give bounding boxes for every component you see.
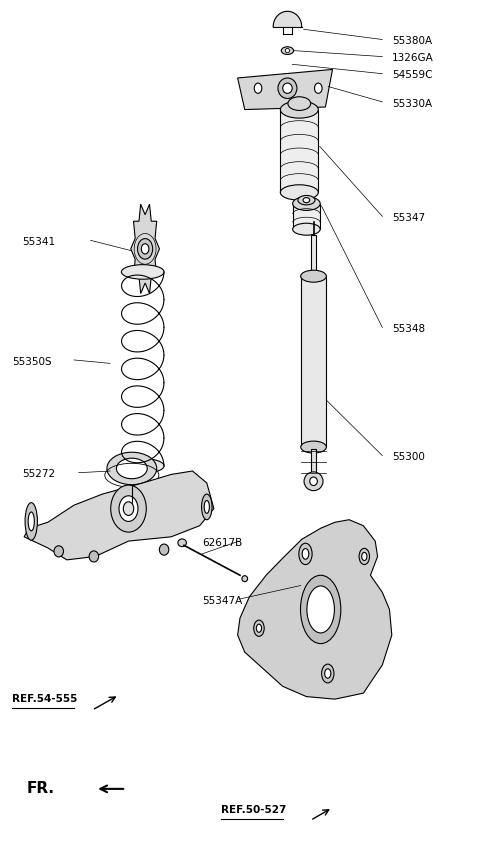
Ellipse shape [301, 441, 326, 453]
Ellipse shape [254, 83, 262, 94]
Ellipse shape [293, 224, 320, 235]
Text: 55350S: 55350S [12, 357, 52, 366]
Text: 55330A: 55330A [392, 99, 432, 108]
Ellipse shape [89, 551, 98, 562]
Ellipse shape [280, 101, 318, 118]
Ellipse shape [137, 238, 153, 259]
Bar [311, 449, 316, 473]
Ellipse shape [288, 97, 311, 110]
Ellipse shape [107, 452, 157, 485]
Ellipse shape [121, 265, 164, 280]
Ellipse shape [362, 552, 367, 561]
Text: 1326GA: 1326GA [392, 53, 433, 64]
Text: REF.54-555: REF.54-555 [12, 694, 78, 704]
Bar [301, 276, 326, 447]
Ellipse shape [304, 472, 323, 491]
Ellipse shape [324, 669, 331, 679]
Ellipse shape [111, 485, 146, 532]
Text: 54559C: 54559C [392, 71, 432, 80]
Text: REF.50-527: REF.50-527 [221, 805, 287, 815]
Ellipse shape [204, 501, 209, 513]
Ellipse shape [54, 546, 63, 557]
Ellipse shape [302, 549, 309, 559]
Ellipse shape [300, 575, 341, 643]
Ellipse shape [254, 620, 264, 636]
Ellipse shape [202, 494, 212, 519]
Bar [293, 204, 320, 230]
Bar [280, 109, 318, 193]
Text: FR.: FR. [26, 782, 55, 796]
Ellipse shape [314, 83, 322, 94]
Ellipse shape [242, 575, 248, 581]
Text: 55380A: 55380A [392, 36, 432, 46]
Ellipse shape [280, 185, 318, 200]
Ellipse shape [278, 78, 297, 99]
Ellipse shape [303, 198, 310, 203]
Polygon shape [24, 471, 214, 560]
Bar [311, 235, 316, 276]
Text: 62617B: 62617B [202, 538, 242, 548]
Ellipse shape [283, 83, 292, 94]
Ellipse shape [281, 46, 294, 54]
Ellipse shape [126, 497, 137, 505]
Ellipse shape [25, 502, 37, 540]
Ellipse shape [359, 549, 370, 564]
Ellipse shape [119, 496, 138, 521]
Polygon shape [238, 70, 333, 109]
Ellipse shape [121, 458, 164, 473]
Text: 55347A: 55347A [202, 596, 242, 606]
Ellipse shape [298, 195, 315, 205]
Text: 55272: 55272 [22, 470, 55, 479]
Polygon shape [273, 11, 301, 27]
Ellipse shape [28, 512, 35, 531]
Ellipse shape [256, 624, 262, 632]
Ellipse shape [310, 477, 317, 486]
Text: 55341: 55341 [22, 237, 55, 247]
Ellipse shape [117, 458, 147, 479]
Ellipse shape [293, 197, 320, 211]
Text: 55347: 55347 [392, 213, 425, 223]
Ellipse shape [178, 539, 186, 547]
Text: 55300: 55300 [392, 452, 425, 463]
Ellipse shape [299, 544, 312, 564]
Ellipse shape [285, 48, 289, 52]
Ellipse shape [123, 501, 134, 515]
Text: 55348: 55348 [392, 324, 425, 335]
Ellipse shape [301, 270, 326, 282]
Ellipse shape [141, 243, 149, 254]
Polygon shape [131, 204, 159, 293]
Ellipse shape [159, 544, 169, 556]
Ellipse shape [322, 664, 334, 683]
Polygon shape [238, 519, 392, 699]
Ellipse shape [307, 586, 335, 633]
